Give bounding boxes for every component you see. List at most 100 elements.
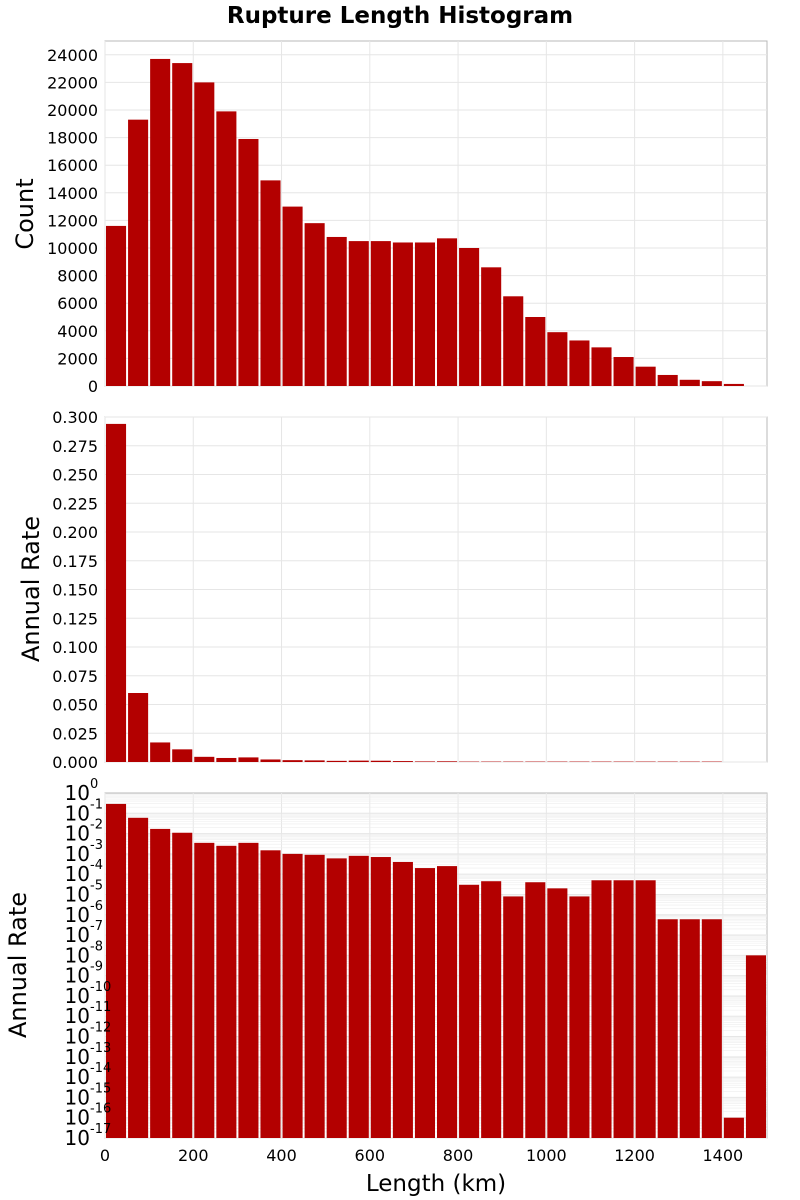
log-y-tick-exponent: -1 bbox=[90, 797, 103, 812]
log-rate-bar bbox=[745, 955, 766, 1138]
log-rate-y-label: Annual Rate bbox=[4, 892, 32, 1038]
x-tick-label: 1000 bbox=[526, 1146, 567, 1165]
x-axis-ticks: 0 200 400 600 800 1000 1200 1400 bbox=[100, 1146, 743, 1165]
count-y-tick-label: 18000 bbox=[47, 129, 98, 148]
log-rate-bar bbox=[216, 845, 237, 1138]
rate-y-tick-label: 0.150 bbox=[52, 581, 98, 600]
rate-bars bbox=[106, 423, 722, 762]
log-rate-bar bbox=[260, 850, 281, 1138]
rate-bar bbox=[414, 761, 435, 762]
count-bar bbox=[392, 242, 413, 386]
rate-y-tick-label: 0.250 bbox=[52, 466, 98, 485]
count-y-tick-label: 22000 bbox=[47, 73, 98, 92]
log-y-tick-exponent: -8 bbox=[90, 939, 103, 954]
count-bar bbox=[701, 381, 722, 386]
log-rate-bar bbox=[679, 919, 700, 1138]
log-rate-bar bbox=[635, 880, 656, 1138]
x-tick-label: 800 bbox=[443, 1146, 474, 1165]
rate-bar bbox=[150, 742, 171, 762]
log-y-tick-exponent: -13 bbox=[90, 1041, 111, 1056]
x-tick-label: 200 bbox=[178, 1146, 209, 1165]
log-y-tick-base: 10 bbox=[65, 1106, 90, 1130]
log-rate-bar bbox=[128, 817, 149, 1138]
log-rate-bar bbox=[414, 868, 435, 1138]
rate-bar bbox=[304, 760, 325, 762]
log-y-tick-exponent: -14 bbox=[90, 1061, 111, 1076]
rate-y-tick-label: 0.300 bbox=[52, 408, 98, 427]
count-bar bbox=[437, 238, 458, 386]
rate-bar bbox=[172, 749, 193, 762]
rate-bar bbox=[238, 757, 259, 762]
log-rate-bar bbox=[370, 857, 391, 1138]
log-y-tick-base: 10 bbox=[65, 984, 90, 1008]
rate-bar bbox=[392, 761, 413, 762]
count-panel: 0 2000 4000 6000 8000 10000 12000 14000 16000 180… bbox=[11, 40, 768, 396]
log-y-tick-exponent: -17 bbox=[90, 1122, 111, 1137]
rate-y-tick-label: 0.075 bbox=[52, 667, 98, 686]
log-rate-panel: 10 010 -110 -210 -310 -410 -510 -610 -710 -810 -91… bbox=[4, 777, 768, 1150]
count-gridlines bbox=[104, 41, 767, 387]
log-rate-bar bbox=[591, 880, 612, 1138]
x-axis-label: Length (km) bbox=[366, 1171, 506, 1197]
log-rate-bar bbox=[106, 803, 127, 1138]
count-y-label: Count bbox=[11, 178, 39, 249]
count-bar bbox=[348, 241, 369, 386]
log-rate-bar bbox=[569, 896, 590, 1138]
rate-y-tick-label: 0.000 bbox=[52, 753, 98, 772]
rate-y-tick-label: 0.050 bbox=[52, 696, 98, 715]
log-rate-bar bbox=[150, 828, 171, 1138]
log-rate-gridlines bbox=[104, 793, 767, 1139]
rate-bar bbox=[128, 693, 149, 762]
count-y-tick-label: 16000 bbox=[47, 156, 98, 175]
log-y-tick-base: 10 bbox=[65, 822, 90, 846]
log-rate-bar bbox=[282, 853, 303, 1138]
count-bar bbox=[547, 332, 568, 386]
count-bar bbox=[481, 267, 502, 386]
count-plot-area bbox=[104, 40, 768, 387]
count-y-tick-label: 6000 bbox=[57, 294, 98, 313]
log-y-tick-exponent: -6 bbox=[90, 899, 103, 914]
log-rate-bar bbox=[657, 919, 678, 1138]
x-tick-label: 0 bbox=[100, 1146, 110, 1165]
log-y-tick-base: 10 bbox=[65, 1045, 90, 1069]
count-bar bbox=[613, 357, 634, 386]
count-bar bbox=[128, 119, 149, 386]
rate-y-tick-label: 0.100 bbox=[52, 638, 98, 657]
log-y-tick-base: 10 bbox=[65, 1025, 90, 1049]
rate-y-tick-label: 0.200 bbox=[52, 523, 98, 542]
count-y-tick-label: 14000 bbox=[47, 184, 98, 203]
count-y-tick-label: 24000 bbox=[47, 46, 98, 65]
log-rate-bar bbox=[481, 881, 502, 1138]
log-y-tick-base: 10 bbox=[65, 923, 90, 947]
log-rate-bar bbox=[525, 882, 546, 1138]
count-bar bbox=[723, 383, 744, 386]
log-rate-bar bbox=[392, 861, 413, 1138]
log-y-tick-base: 10 bbox=[65, 1085, 90, 1109]
count-y-ticks: 0 2000 4000 6000 8000 10000 12000 14000 16000 180… bbox=[47, 46, 98, 396]
log-rate-bar bbox=[326, 858, 347, 1138]
x-tick-label: 1400 bbox=[703, 1146, 744, 1165]
log-y-tick-base: 10 bbox=[65, 882, 90, 906]
log-y-tick-base: 10 bbox=[65, 862, 90, 886]
log-y-tick-exponent: 0 bbox=[90, 777, 98, 792]
log-rate-bar bbox=[437, 866, 458, 1138]
x-tick-label: 600 bbox=[355, 1146, 386, 1165]
count-y-tick-label: 0 bbox=[88, 377, 98, 396]
log-y-tick-exponent: -7 bbox=[90, 919, 103, 934]
rate-bar bbox=[437, 761, 458, 762]
log-y-tick-base: 10 bbox=[65, 1004, 90, 1028]
log-rate-bar bbox=[547, 888, 568, 1138]
log-rate-bars bbox=[106, 803, 766, 1138]
count-bar bbox=[194, 82, 215, 387]
log-rate-bar bbox=[459, 884, 480, 1138]
rate-bar bbox=[326, 760, 347, 762]
count-bar bbox=[260, 180, 281, 386]
count-bar bbox=[569, 340, 590, 386]
log-y-tick-exponent: -11 bbox=[90, 1000, 111, 1015]
log-y-tick-exponent: -12 bbox=[90, 1021, 111, 1036]
log-y-tick-exponent: -5 bbox=[90, 878, 103, 893]
count-bar bbox=[172, 63, 193, 387]
count-y-tick-label: 2000 bbox=[57, 349, 98, 368]
count-y-tick-label: 8000 bbox=[57, 267, 98, 286]
